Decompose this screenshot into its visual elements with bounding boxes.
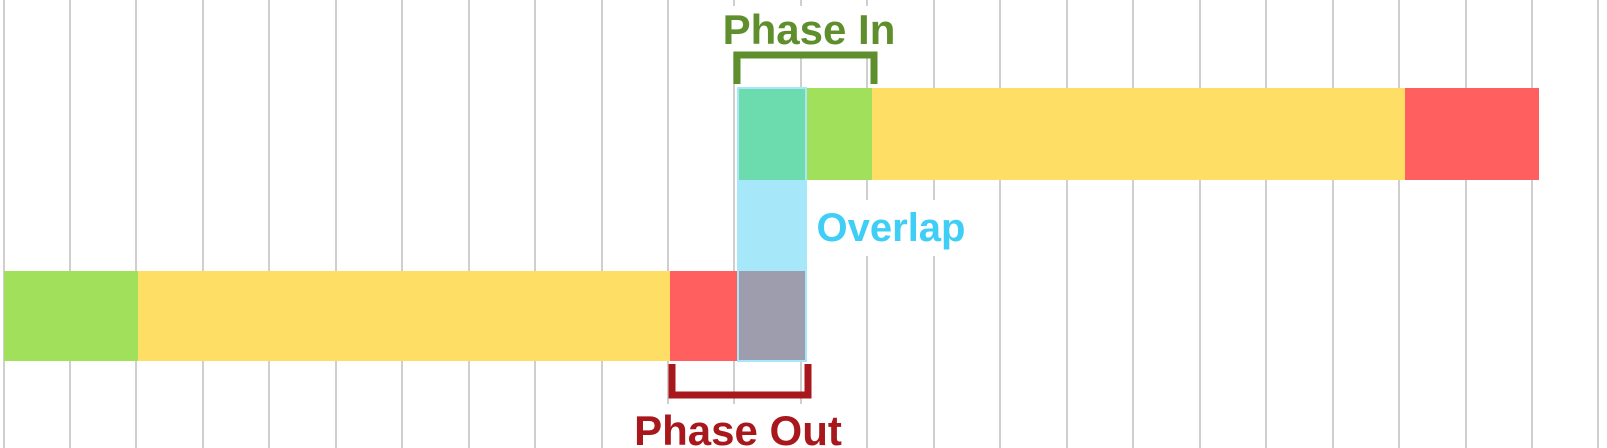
phase-in-bracket (733, 51, 878, 84)
overlap-outline (737, 87, 807, 362)
phase-out-bracket (668, 364, 812, 399)
incoming-green-segment (806, 88, 872, 180)
overlap-connector (738, 180, 806, 271)
incoming-red-segment (1405, 88, 1539, 180)
outgoing-system-bar (4, 271, 738, 361)
overlap-mixed-segment (738, 271, 806, 361)
incoming-teal-segment (738, 88, 806, 180)
incoming-system-bar (738, 88, 1539, 180)
overlap-label: Overlap (817, 206, 966, 250)
phase-in-label-backdrop (716, 6, 902, 52)
outgoing-green-segment (4, 271, 138, 361)
outgoing-yellow-segment (138, 271, 670, 361)
overlap-region (737, 87, 807, 362)
phase-in-label: Phase In (723, 6, 896, 53)
phase-out-label-backdrop (622, 404, 850, 448)
incoming-yellow-segment (872, 88, 1405, 180)
outgoing-red-segment (670, 271, 738, 361)
phase-out-label: Phase Out (634, 407, 842, 448)
overlap-label-backdrop (808, 200, 968, 256)
